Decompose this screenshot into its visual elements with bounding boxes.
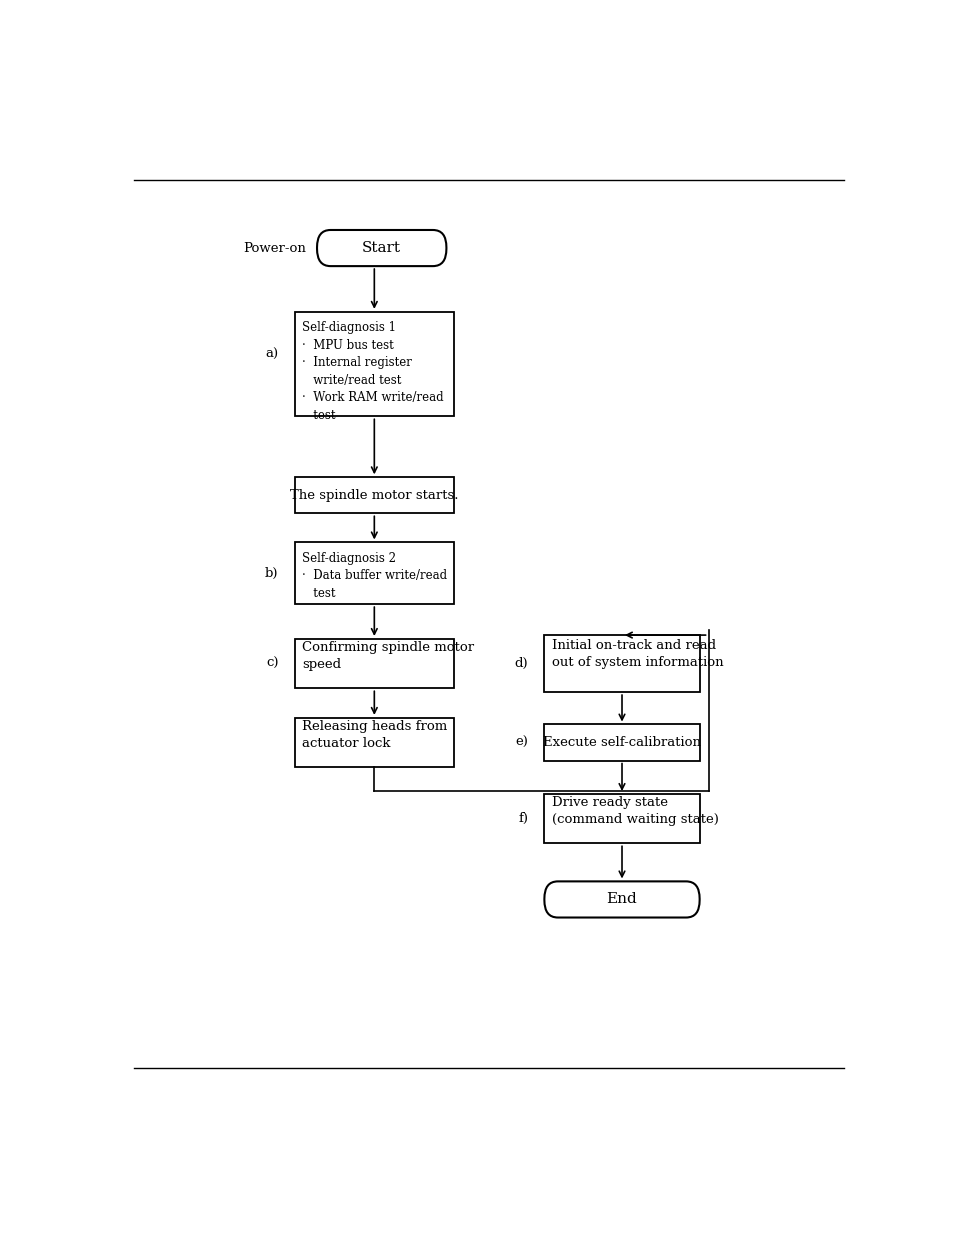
Text: Drive ready state
(command waiting state): Drive ready state (command waiting state…	[551, 795, 718, 826]
Text: Self-diagnosis 2
·  Data buffer write/read
   test: Self-diagnosis 2 · Data buffer write/rea…	[302, 552, 447, 600]
FancyBboxPatch shape	[294, 718, 454, 767]
Text: d): d)	[514, 657, 528, 671]
Text: Confirming spindle motor
speed: Confirming spindle motor speed	[302, 641, 474, 672]
Text: b): b)	[265, 567, 278, 579]
FancyBboxPatch shape	[294, 542, 454, 604]
FancyBboxPatch shape	[316, 230, 446, 266]
Text: Power-on: Power-on	[243, 242, 306, 254]
Text: Start: Start	[362, 241, 401, 256]
Text: f): f)	[517, 813, 528, 825]
Text: End: End	[606, 893, 637, 906]
Text: Releasing heads from
actuator lock: Releasing heads from actuator lock	[302, 720, 447, 750]
FancyBboxPatch shape	[294, 477, 454, 514]
FancyBboxPatch shape	[544, 794, 699, 844]
FancyBboxPatch shape	[294, 638, 454, 688]
Text: Self-diagnosis 1
·  MPU bus test
·  Internal register
   write/read test
·  Work: Self-diagnosis 1 · MPU bus test · Intern…	[302, 321, 443, 422]
Text: Execute self-calibration: Execute self-calibration	[542, 736, 700, 750]
FancyBboxPatch shape	[544, 635, 699, 692]
Text: c): c)	[266, 657, 278, 671]
FancyBboxPatch shape	[544, 725, 699, 761]
FancyBboxPatch shape	[294, 311, 454, 416]
FancyBboxPatch shape	[544, 882, 699, 918]
Text: Initial on-track and read
out of system information: Initial on-track and read out of system …	[551, 638, 722, 669]
Text: The spindle motor starts.: The spindle motor starts.	[290, 489, 458, 501]
Text: a): a)	[265, 348, 278, 361]
Text: e): e)	[515, 736, 528, 750]
